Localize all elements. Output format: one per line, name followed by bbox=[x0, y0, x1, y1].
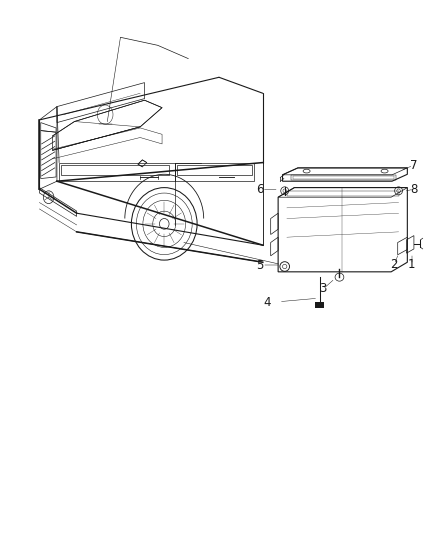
Text: 4: 4 bbox=[263, 296, 271, 309]
Text: 3: 3 bbox=[320, 282, 327, 295]
Text: 5: 5 bbox=[256, 259, 263, 272]
Text: 1: 1 bbox=[408, 258, 416, 271]
Polygon shape bbox=[315, 302, 324, 308]
Text: 8: 8 bbox=[410, 183, 417, 196]
Text: 6: 6 bbox=[256, 183, 264, 196]
Text: 7: 7 bbox=[410, 159, 418, 172]
Text: 2: 2 bbox=[390, 258, 398, 271]
